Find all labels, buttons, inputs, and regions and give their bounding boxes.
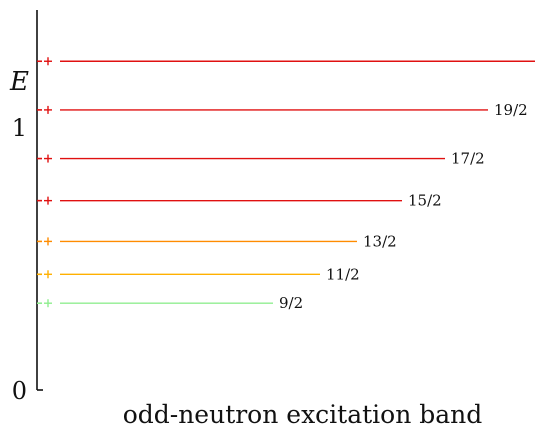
energy-axis: 0 1 E xyxy=(9,10,43,405)
level-spin-label: 17/2 xyxy=(451,150,485,168)
level-top xyxy=(37,57,535,66)
y-tick-label-1: 1 xyxy=(12,114,27,142)
level-13-2: 13/2 xyxy=(37,232,397,250)
y-axis-title: E xyxy=(9,67,29,97)
y-tick-label-0: 0 xyxy=(12,377,27,405)
level-spin-label: 9/2 xyxy=(279,294,303,312)
level-spin-label: 19/2 xyxy=(494,101,528,119)
level-9-2: 9/2 xyxy=(37,294,303,312)
level-spin-label: 15/2 xyxy=(408,192,442,210)
band-caption: odd-neutron excitation band xyxy=(122,400,483,429)
level-17-2: 17/2 xyxy=(37,150,485,168)
level-19-2: 19/2 xyxy=(37,101,528,119)
level-11-2: 11/2 xyxy=(37,265,360,283)
level-15-2: 15/2 xyxy=(37,192,442,210)
level-spin-label: 13/2 xyxy=(363,232,397,250)
levels-group: 9/2 11/213/2 15/2 17/2 19/2 xyxy=(37,57,535,312)
level-spin-label: 11/2 xyxy=(326,265,360,283)
